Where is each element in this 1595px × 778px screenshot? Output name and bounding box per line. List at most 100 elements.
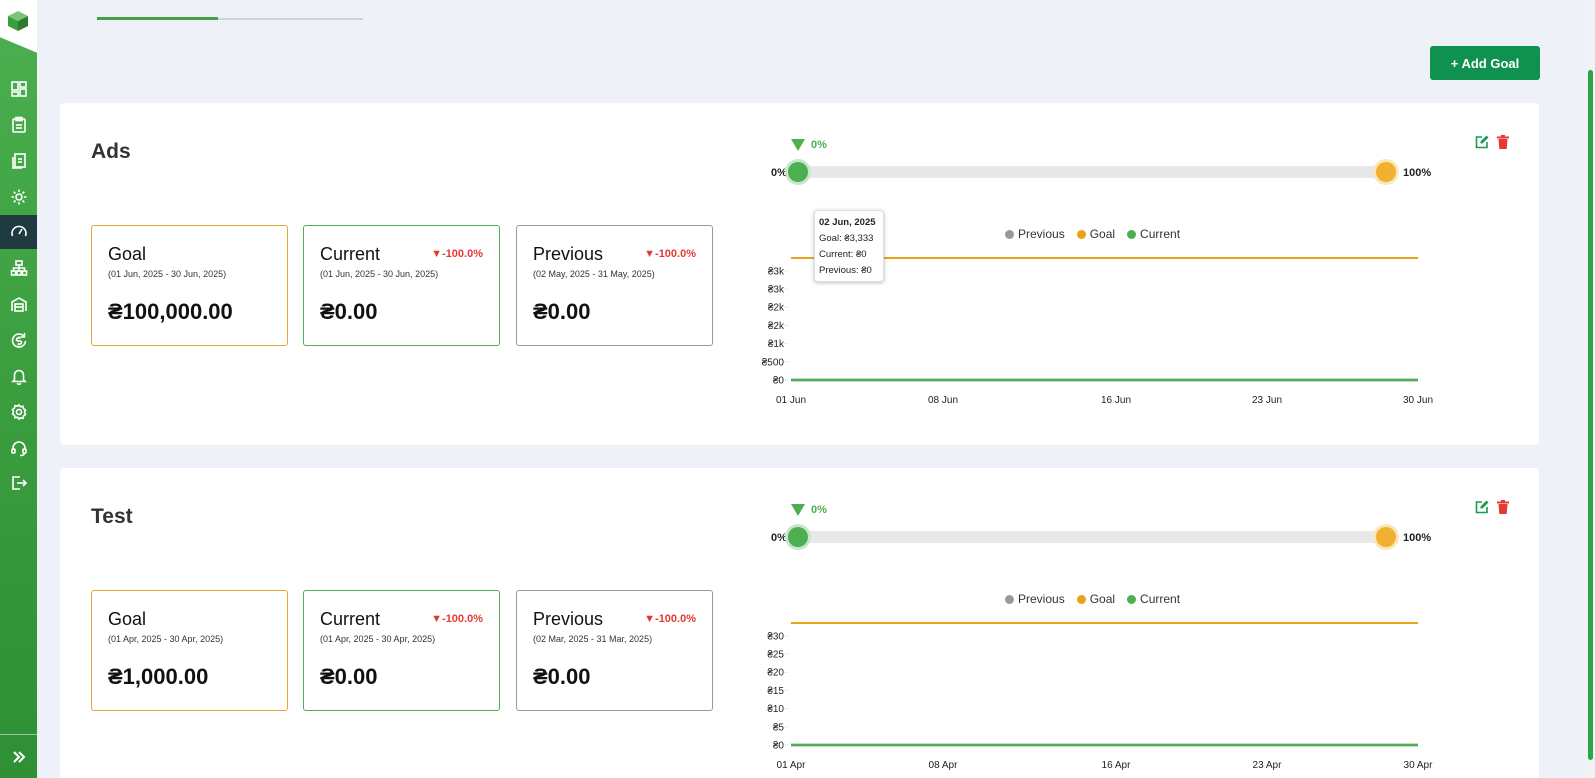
goal-card: Goal (01 Apr, 2025 - 30 Apr, 2025) ₴1,00…: [91, 590, 288, 711]
legend-label: Current: [1140, 592, 1181, 606]
goal-line-chart[interactable]: ₴0 ₴500 ₴1k ₴2k ₴2k ₴3k ₴3k 01 Jun 08 Jun 16 Jun 2…: [750, 253, 1540, 445]
scrollbar[interactable]: [1585, 0, 1595, 778]
bell-icon[interactable]: [0, 359, 37, 393]
y-tick-label: ₴2k: [768, 321, 785, 332]
current-card: Current ▼-100.0% (01 Jun, 2025 - 30 Jun,…: [303, 225, 500, 346]
y-tick-label: ₴30: [767, 631, 784, 642]
progress-start-label: 0%: [771, 167, 787, 179]
progress-track: [798, 166, 1386, 178]
legend-item-previous[interactable]: Previous: [1005, 227, 1065, 241]
y-tick-label: ₴500: [762, 357, 785, 368]
legend-label: Current: [1140, 227, 1181, 241]
goal-panel: Test Goal (01 Apr, 2025 - 30 Apr, 2025) …: [60, 468, 1539, 778]
y-tick-label: ₴1k: [768, 339, 785, 350]
trash-icon[interactable]: [1495, 134, 1511, 150]
logout-icon[interactable]: [0, 466, 37, 500]
y-tick-label: ₴25: [767, 650, 784, 661]
legend-dot: [1127, 594, 1137, 604]
card-value: ₴0.00: [320, 299, 378, 324]
goal-title: Ads: [91, 140, 131, 163]
legend-item-current[interactable]: Current: [1127, 227, 1180, 241]
scrollbar-thumb[interactable]: [1588, 70, 1593, 760]
legend-item-goal[interactable]: Goal: [1076, 227, 1116, 241]
legend-item-goal[interactable]: Goal: [1076, 592, 1116, 606]
progress-start-knob: [788, 527, 808, 547]
x-tick-label: 08 Apr: [929, 760, 959, 771]
previous-card: Previous ▼-100.0% (02 Mar, 2025 - 31 Mar…: [516, 590, 713, 711]
chart-tooltip: 02 Jun, 2025 Goal: ₴3,333 Current: ₴0 Pr…: [814, 210, 884, 282]
sidebar: [0, 0, 37, 778]
legend-label: Previous: [1018, 592, 1065, 606]
card-date-range: (01 Jun, 2025 - 30 Jun, 2025): [108, 269, 227, 279]
change-badge: ▼-100.0%: [431, 248, 483, 260]
y-tick-label: ₴3k: [768, 285, 785, 296]
card-date-range: (02 May, 2025 - 31 May, 2025): [533, 269, 655, 279]
documents-icon[interactable]: [0, 144, 37, 178]
dashboard-icon[interactable]: [0, 72, 37, 106]
y-tick-label: ₴10: [767, 704, 784, 715]
legend-dot: [1127, 229, 1137, 239]
card-label: Current: [320, 609, 381, 629]
legend-label: Previous: [1018, 227, 1065, 241]
settings-gear-icon[interactable]: [0, 180, 37, 214]
legend-dot: [1076, 229, 1086, 239]
legend-item-previous[interactable]: Previous: [1005, 592, 1065, 606]
card-label: Previous: [533, 244, 604, 264]
chart-legend: Previous Goal Current: [1005, 592, 1180, 606]
card-value: ₴0.00: [533, 664, 591, 689]
x-tick-label: 08 Jun: [928, 395, 958, 406]
card-date-range: (01 Apr, 2025 - 30 Apr, 2025): [108, 634, 224, 644]
y-tick-label: ₴0: [773, 376, 785, 387]
x-tick-label: 16 Apr: [1102, 760, 1132, 771]
x-tick-label: 16 Jun: [1101, 395, 1131, 406]
currency-cycle-icon[interactable]: [0, 323, 37, 357]
progress-value: 0%: [811, 504, 827, 516]
legend-dot: [1076, 594, 1086, 604]
change-badge: ▼-100.0%: [644, 613, 696, 625]
y-tick-label: ₴5: [773, 722, 785, 733]
goal-panel: Ads Goal (01 Jun, 2025 - 30 Jun, 2025) ₴…: [60, 103, 1539, 445]
card-value: ₴100,000.00: [108, 299, 233, 324]
progress-value: 0%: [811, 139, 827, 151]
card-label: Current: [320, 244, 381, 264]
tooltip-date: 02 Jun, 2025: [819, 217, 876, 228]
legend-item-current[interactable]: Current: [1127, 592, 1180, 606]
trash-icon[interactable]: [1495, 499, 1511, 515]
card-value: ₴1,000.00: [108, 664, 209, 689]
warehouse-icon[interactable]: [0, 287, 37, 321]
y-tick-label: ₴20: [767, 668, 784, 679]
settings-icon[interactable]: [0, 395, 37, 429]
card-value: ₴0.00: [533, 299, 591, 324]
legend-label: Goal: [1089, 592, 1116, 606]
logo[interactable]: [0, 0, 37, 53]
top-progress-fill: [97, 17, 218, 20]
goals-gauge-icon[interactable]: [0, 215, 37, 249]
clipboard-icon[interactable]: [0, 108, 37, 142]
progress-end-knob: [1376, 527, 1396, 547]
change-badge: ▼-100.0%: [644, 248, 696, 260]
edit-icon[interactable]: [1474, 499, 1490, 515]
progress-track: [798, 531, 1386, 543]
tooltip-goal: Goal: ₴3,333: [819, 233, 874, 244]
chart-legend: Previous Goal Current: [1005, 227, 1180, 241]
legend-label: Goal: [1089, 227, 1116, 241]
top-progress-line: [97, 17, 363, 20]
progress-marker-icon: [791, 504, 805, 516]
change-badge: ▼-100.0%: [431, 613, 483, 625]
progress-marker-icon: [791, 139, 805, 151]
card-label: Goal: [108, 609, 147, 629]
card-label: Goal: [108, 244, 147, 264]
expand-sidebar-button[interactable]: [0, 734, 37, 778]
x-tick-label: 30 Apr: [1404, 760, 1434, 771]
add-goal-button[interactable]: + Add Goal: [1430, 46, 1540, 80]
network-icon[interactable]: [0, 251, 37, 285]
y-tick-label: ₴3k: [768, 266, 785, 277]
edit-icon[interactable]: [1474, 134, 1490, 150]
tooltip-current: Current: ₴0: [819, 249, 867, 260]
goal-line-chart[interactable]: ₴0 ₴5 ₴10 ₴15 ₴20 ₴25 ₴30 01 Apr 08 Apr 16 Apr 23 …: [750, 618, 1540, 778]
y-tick-label: ₴2k: [768, 303, 785, 314]
x-tick-label: 01 Apr: [777, 760, 807, 771]
support-headset-icon[interactable]: [0, 431, 37, 465]
card-label: Previous: [533, 609, 604, 629]
tooltip-previous: Previous: ₴0: [819, 265, 872, 276]
